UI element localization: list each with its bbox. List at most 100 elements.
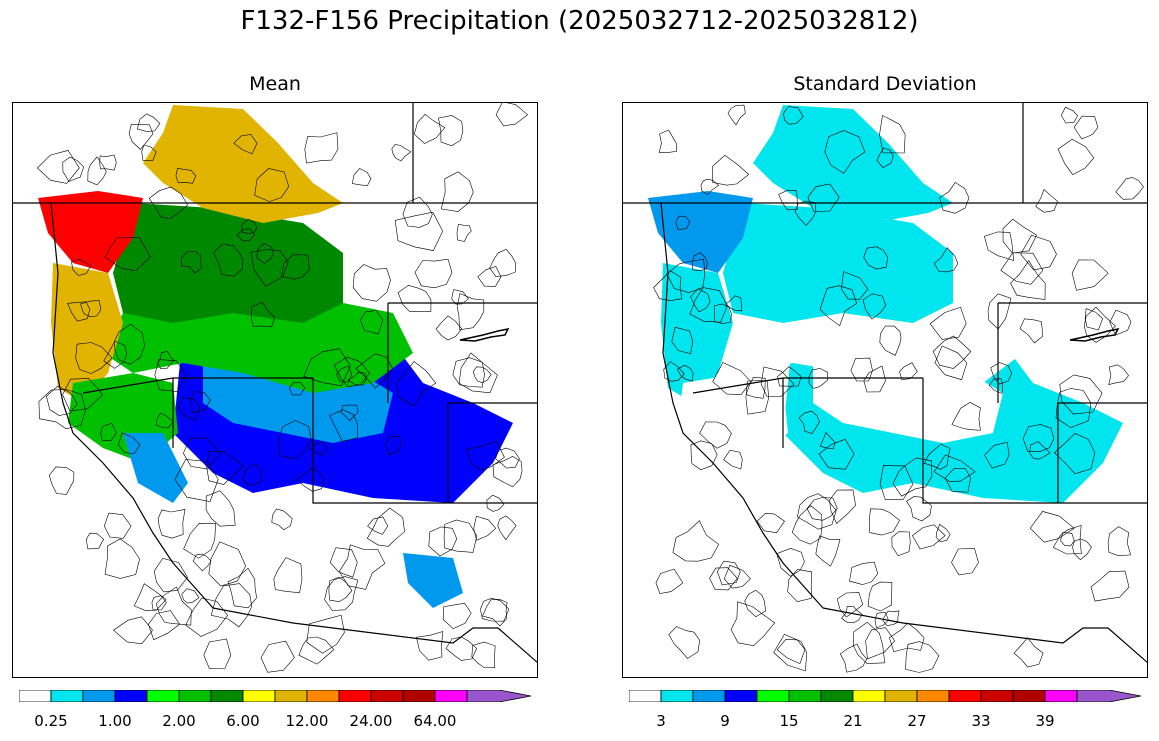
boundary-line <box>312 378 537 504</box>
basin-outline <box>233 134 258 155</box>
basin-outline <box>655 568 684 594</box>
basin-outline <box>862 293 887 320</box>
basin-outline <box>988 378 1004 394</box>
basin-outline <box>929 306 967 340</box>
colorbar-segment <box>210 690 244 702</box>
basin-outline <box>824 130 866 174</box>
basin-outline <box>934 345 968 381</box>
basin-outline <box>783 106 804 125</box>
basin-outline <box>672 520 720 562</box>
basin-outline <box>773 634 808 672</box>
basin-outline <box>328 576 353 603</box>
basin-outline <box>347 371 367 386</box>
basin-zone-idaho-montana-wyoming <box>103 303 413 393</box>
basin-outline <box>99 154 117 171</box>
basin-outline <box>868 508 900 536</box>
colorbar-segment <box>178 690 212 702</box>
basin-fill-layer <box>648 105 1123 673</box>
basin-outline <box>492 456 523 488</box>
basin-outline <box>62 156 85 182</box>
basin-outline <box>1029 441 1051 460</box>
basin-outline <box>118 432 141 455</box>
basin-outline <box>865 627 896 660</box>
basin-outline <box>442 602 472 630</box>
basin-outline <box>1073 115 1099 140</box>
colorbar-extend-arrow <box>466 690 531 702</box>
boundary-line <box>692 377 784 448</box>
basin-outline <box>155 412 174 429</box>
basin-outline <box>723 449 743 470</box>
colorbar-tick-label: 27 <box>907 712 927 730</box>
basin-outline <box>241 218 258 234</box>
basin-outline <box>480 597 510 622</box>
basin-outline <box>133 583 167 611</box>
basin-outline <box>797 493 837 530</box>
basin-outline <box>891 531 911 557</box>
basin-outline <box>48 466 75 495</box>
basin-zone-inland-northwest <box>113 203 343 323</box>
basin-outline <box>254 168 290 202</box>
basin-outline <box>260 640 295 673</box>
basin-outline <box>666 258 706 294</box>
basin-outline <box>691 252 708 272</box>
basin-boundaries <box>653 104 1144 673</box>
boundary-line <box>447 402 537 503</box>
basin-outline <box>128 124 154 150</box>
basin-outline <box>181 250 202 274</box>
basin-outline <box>1107 526 1131 557</box>
colorbar-segment <box>82 690 116 702</box>
basin-zone-nw-coast <box>38 191 143 273</box>
basin-outline <box>367 516 389 535</box>
basin-outline <box>213 243 243 277</box>
basin-outline <box>333 356 370 388</box>
basin-outline <box>366 507 405 547</box>
basin-outline <box>935 523 951 543</box>
basin-outline <box>951 547 979 576</box>
basin-outline <box>712 154 750 186</box>
basin-outline <box>939 181 970 214</box>
figure-title: F132-F156 Precipitation (2025032712-2025… <box>240 6 919 36</box>
basin-zone-oregon-coast <box>51 263 123 403</box>
basin-zone-idaho-montana-wyoming <box>713 303 1023 393</box>
colorbar-tick-label: 39 <box>1035 712 1055 730</box>
colorbar-segment <box>948 690 982 702</box>
basin-outline <box>208 541 247 587</box>
basin-outline <box>242 463 263 486</box>
colorbar-tick-label: 21 <box>843 712 863 730</box>
basin-zone-canada-upper-columbia <box>143 105 343 223</box>
basin-outline <box>438 115 464 147</box>
basin-outline <box>818 438 855 470</box>
basin-outline <box>329 409 359 442</box>
basin-outline <box>879 114 906 154</box>
basin-outline <box>414 258 453 289</box>
basin-outline <box>653 270 683 301</box>
basin-outline <box>663 361 685 382</box>
basin-fill-layer <box>38 105 513 673</box>
basin-outline <box>298 636 335 665</box>
basin-outline <box>360 310 384 335</box>
colorbar-segment <box>724 690 758 702</box>
basin-outline <box>67 301 91 322</box>
basin-outline <box>1053 433 1096 475</box>
basin-outline <box>402 196 433 228</box>
basin-outline <box>250 301 275 328</box>
basin-outline <box>473 515 497 541</box>
basin-outline <box>281 254 310 280</box>
basin-outline <box>445 636 477 661</box>
basin-outline <box>1108 364 1129 386</box>
lake-outline <box>459 327 510 342</box>
basin-outline <box>1072 538 1092 561</box>
basin-outline <box>776 638 806 665</box>
basin-outline <box>100 423 117 442</box>
boundary-line <box>922 378 1147 504</box>
colorbar-tick-label: 6.00 <box>226 712 260 730</box>
basin-outline <box>794 200 817 226</box>
basin-outline <box>876 147 894 168</box>
basin-outline <box>723 564 751 589</box>
colorbar-segment <box>114 690 148 702</box>
basin-outline <box>136 113 161 132</box>
basin-outline <box>148 610 181 641</box>
basin-zone-new-mexico <box>1013 553 1073 608</box>
mean-panel-title: Mean <box>249 73 301 95</box>
basin-outline <box>1083 306 1116 343</box>
